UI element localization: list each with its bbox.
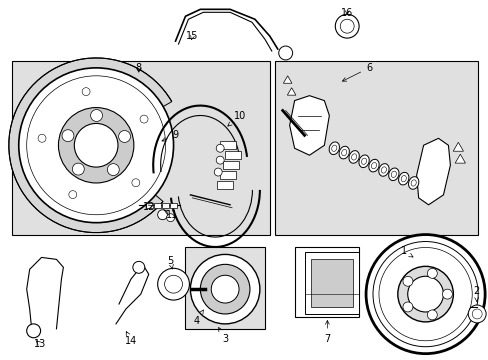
Text: 15: 15 — [186, 31, 198, 41]
Circle shape — [164, 275, 182, 293]
Circle shape — [27, 324, 41, 338]
Circle shape — [107, 164, 119, 176]
Ellipse shape — [368, 159, 378, 172]
Polygon shape — [289, 96, 328, 155]
Text: 8: 8 — [136, 63, 142, 73]
Text: 11: 11 — [163, 210, 178, 220]
Text: 4: 4 — [193, 310, 203, 326]
Circle shape — [72, 163, 84, 175]
Circle shape — [471, 309, 481, 319]
Circle shape — [38, 134, 46, 142]
Text: 16: 16 — [340, 8, 353, 18]
Ellipse shape — [338, 146, 348, 159]
Bar — [304, 252, 358, 314]
Circle shape — [69, 191, 77, 199]
Bar — [223, 161, 239, 169]
Circle shape — [468, 305, 485, 323]
Circle shape — [59, 108, 134, 183]
Ellipse shape — [407, 177, 418, 189]
Text: 10: 10 — [227, 111, 245, 126]
Ellipse shape — [358, 155, 368, 167]
Ellipse shape — [328, 142, 339, 154]
Circle shape — [366, 235, 484, 354]
Circle shape — [200, 264, 249, 314]
Text: 14: 14 — [124, 332, 137, 346]
Ellipse shape — [348, 150, 359, 163]
Wedge shape — [9, 58, 171, 233]
Circle shape — [133, 261, 144, 273]
Circle shape — [132, 179, 140, 187]
Circle shape — [442, 289, 451, 299]
Bar — [274, 61, 477, 235]
Bar — [220, 141, 236, 149]
Circle shape — [211, 275, 239, 303]
Bar — [224, 151, 241, 159]
Circle shape — [427, 310, 436, 320]
Circle shape — [82, 88, 90, 96]
Circle shape — [166, 214, 174, 222]
Circle shape — [216, 156, 224, 164]
Text: 1: 1 — [400, 247, 412, 257]
Circle shape — [62, 130, 74, 141]
Text: 5: 5 — [167, 256, 173, 269]
Text: 3: 3 — [218, 328, 228, 344]
Circle shape — [90, 109, 102, 121]
Bar — [153, 203, 161, 208]
Circle shape — [335, 14, 358, 38]
Circle shape — [402, 276, 412, 286]
Text: 12: 12 — [142, 202, 155, 212]
Circle shape — [407, 276, 443, 312]
Circle shape — [397, 266, 452, 322]
Circle shape — [157, 210, 167, 220]
Circle shape — [216, 144, 224, 152]
Circle shape — [19, 68, 173, 223]
Text: 13: 13 — [33, 339, 45, 349]
Ellipse shape — [398, 172, 408, 185]
Text: 6: 6 — [342, 63, 371, 81]
Circle shape — [214, 168, 222, 176]
Bar — [145, 203, 152, 208]
Circle shape — [119, 131, 130, 143]
Bar — [12, 61, 269, 235]
Circle shape — [340, 19, 353, 33]
Circle shape — [74, 123, 118, 167]
Text: 2: 2 — [472, 286, 478, 302]
Bar — [311, 260, 352, 307]
Circle shape — [140, 115, 148, 123]
Circle shape — [427, 269, 436, 278]
Circle shape — [157, 268, 189, 300]
Ellipse shape — [378, 164, 388, 176]
Bar — [294, 247, 358, 317]
Bar — [217, 181, 233, 189]
Bar — [162, 203, 168, 208]
Polygon shape — [416, 138, 449, 205]
Circle shape — [278, 46, 292, 60]
Circle shape — [402, 302, 412, 312]
Bar — [220, 171, 236, 179]
Text: 9: 9 — [162, 130, 178, 141]
Circle shape — [190, 255, 259, 324]
Text: 7: 7 — [324, 320, 330, 344]
Ellipse shape — [388, 168, 398, 181]
Bar — [185, 247, 264, 329]
Bar — [169, 203, 176, 208]
